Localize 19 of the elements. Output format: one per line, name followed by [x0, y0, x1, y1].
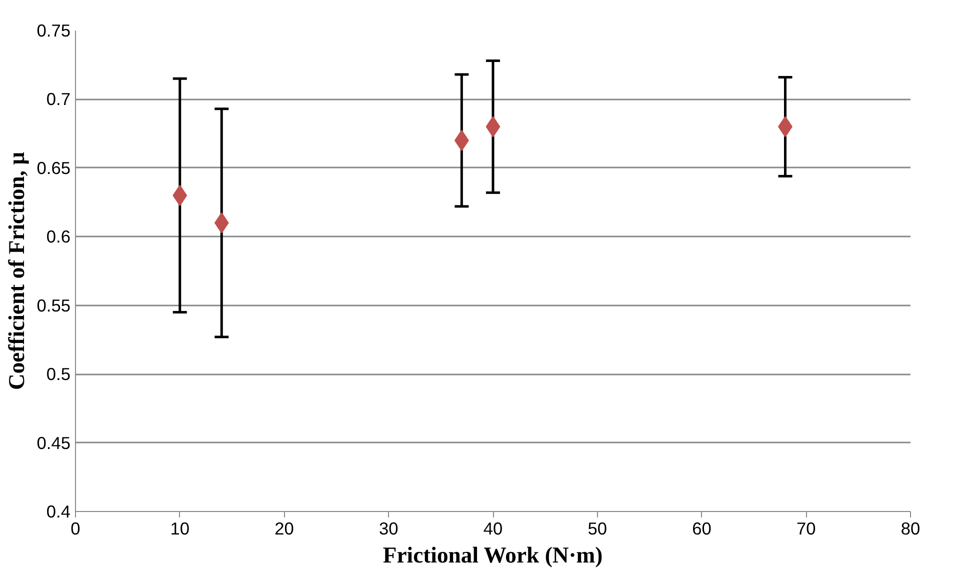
y-tick-label: 0.4	[46, 502, 71, 522]
x-tick-label: 30	[378, 518, 398, 538]
x-tick-label: 20	[274, 518, 294, 538]
x-axis-title: Frictional Work (N·m)	[382, 542, 603, 568]
y-tick-label: 0.55	[36, 295, 71, 316]
y-tick-label: 0.5	[46, 364, 71, 384]
x-tick-label: 40	[483, 518, 503, 538]
y-axis-title: Coefficient of Friction, μ	[4, 152, 29, 390]
y-tick-label: 0.75	[36, 20, 71, 40]
x-tick-label: 10	[170, 518, 190, 538]
y-tick-label: 0.65	[36, 158, 71, 178]
y-tick-label: 0.7	[46, 89, 71, 110]
y-tick-label: 0.45	[36, 432, 71, 453]
x-tick-label: 0	[70, 518, 80, 538]
x-tick-label: 80	[900, 518, 920, 538]
y-tick-label: 0.6	[46, 226, 71, 247]
x-tick-label: 50	[588, 518, 608, 538]
x-tick-label: 70	[796, 518, 816, 538]
x-tick-label: 60	[692, 518, 712, 538]
